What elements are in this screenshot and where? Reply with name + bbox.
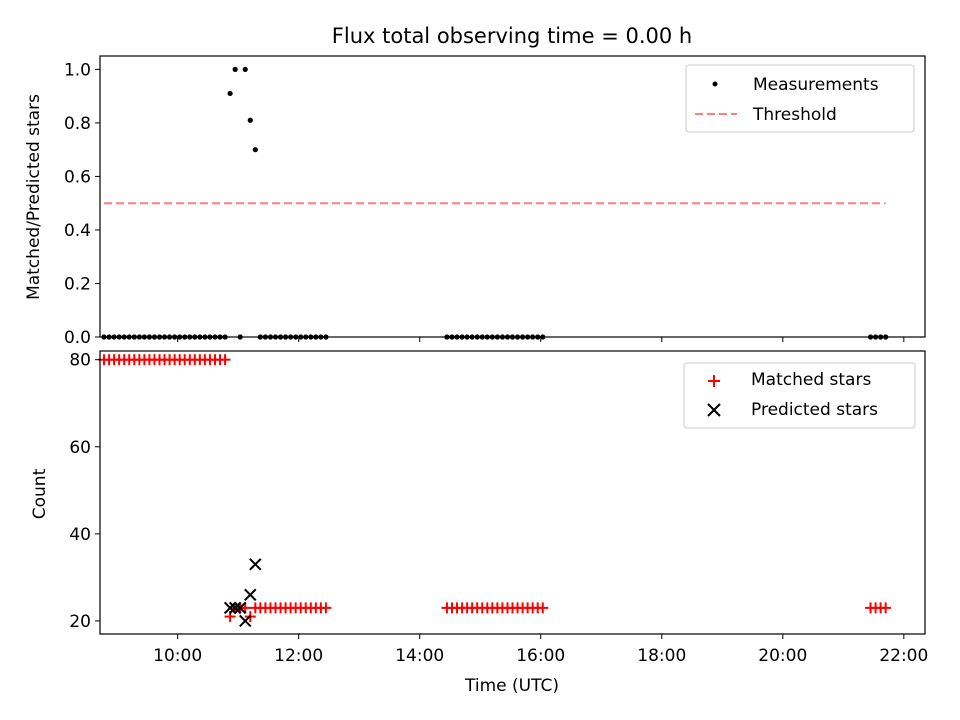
x-tick-label: 12:00	[274, 646, 323, 666]
matched-stars-point	[219, 354, 231, 366]
bottom-legend-box	[683, 362, 916, 429]
y-tick-label: 0.8	[64, 114, 91, 134]
matched-stars-point	[880, 602, 892, 614]
predicted-stars-point	[233, 601, 247, 615]
matched-stars-point	[320, 602, 332, 614]
top-panel-title: Flux total observing time = 0.00 h	[332, 24, 692, 48]
bottom-legend: Matched stars Predicted stars	[683, 362, 916, 429]
bottom-y-ticks: 20 40 60 80	[69, 351, 100, 632]
x-tick-label: 10:00	[153, 646, 202, 666]
measurements-point	[242, 66, 248, 72]
top-x-ticks	[177, 337, 905, 342]
top-legend: Measurements Threshold	[685, 64, 915, 133]
predicted-stars-point	[228, 601, 242, 615]
threshold-legend-label: Threshold	[752, 105, 837, 125]
matched-stars-point	[537, 602, 549, 614]
predicted-stars-point	[244, 588, 257, 602]
x-tick-label: 22:00	[879, 646, 928, 666]
x-tick-label: 16:00	[516, 646, 565, 666]
measurements-legend-marker	[712, 81, 718, 87]
bottom-x-ticks: 10:00 12:00 14:00 16:00 18:00 20:00 22:00	[153, 634, 928, 666]
y-tick-label: 1.0	[64, 60, 91, 80]
y-tick-label: 0.4	[64, 221, 91, 241]
predicted-stars-legend-marker	[707, 403, 721, 417]
predicted-stars-point	[249, 558, 262, 571]
x-tick-label: 20:00	[758, 646, 807, 666]
bottom-y-axis-label: Count	[30, 468, 50, 519]
bottom-x-axis-label: Time (UTC)	[464, 676, 559, 696]
predicted-stars-point	[223, 601, 237, 615]
measurements-point	[247, 117, 253, 123]
y-tick-label: 60	[69, 438, 91, 458]
top-panel: 0.0 0.2 0.4 0.6 0.8 1.0 Matched/Predicted sta…	[24, 55, 926, 348]
matched-stars-legend-marker	[708, 375, 720, 387]
y-tick-label: 0.6	[64, 167, 91, 187]
measurements-point	[232, 66, 238, 72]
y-tick-label: 0.0	[64, 328, 91, 348]
y-tick-label: 40	[69, 525, 91, 545]
top-legend-box	[685, 64, 915, 133]
measurements-legend-label: Measurements	[753, 75, 879, 95]
top-y-ticks: 0.0 0.2 0.4 0.6 0.8 1.0	[64, 60, 100, 348]
x-tick-label: 14:00	[395, 646, 444, 666]
y-tick-label: 0.2	[64, 274, 91, 294]
top-panel-frame	[99, 55, 926, 338]
measurements-point	[252, 147, 258, 153]
y-tick-label: 20	[69, 612, 91, 632]
matched-stars-legend-label: Matched stars	[751, 370, 871, 390]
bottom-panel: 20 40 60 80 10:00 12:00 14:00 16:00 18:00 20:00 2…	[30, 350, 928, 696]
x-tick-label: 18:00	[637, 646, 686, 666]
bottom-plot-area	[98, 354, 892, 628]
y-tick-label: 80	[69, 351, 91, 371]
measurements-point	[227, 90, 233, 97]
bottom-panel-frame	[99, 350, 926, 635]
predicted-stars-legend-label: Predicted stars	[751, 400, 878, 420]
top-y-axis-label: Matched/Predicted stars	[24, 94, 44, 300]
predicted-stars-point	[239, 614, 252, 628]
